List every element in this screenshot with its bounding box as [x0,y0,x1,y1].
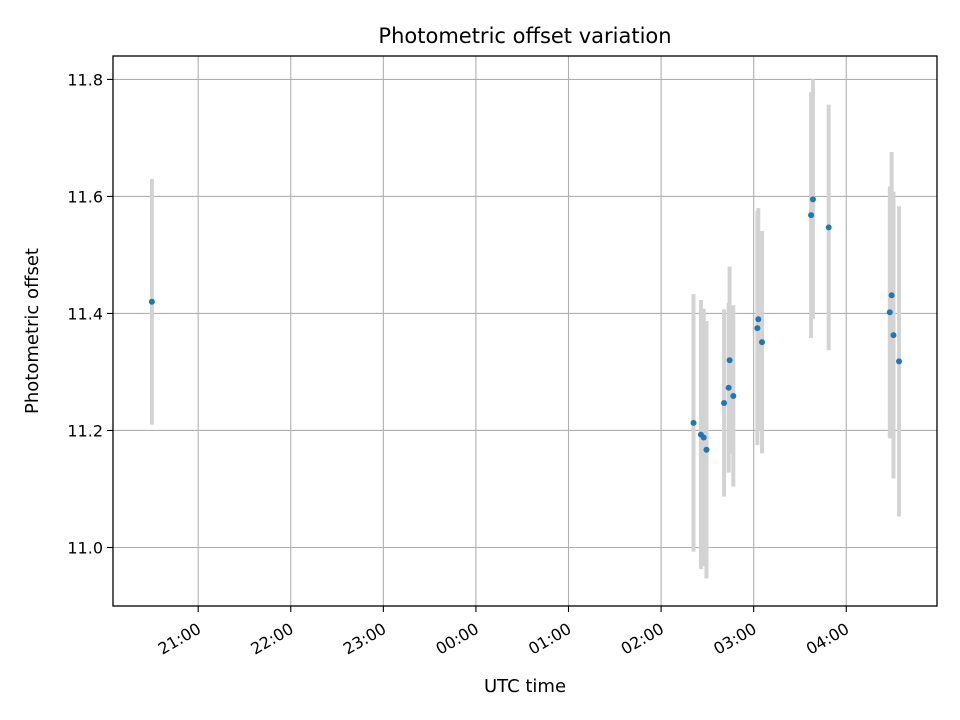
y-tick-label: 11.4 [67,304,103,323]
plot-area-frame [112,55,938,607]
data-point [825,224,832,231]
data-point [759,339,766,346]
data-point [721,399,728,406]
x-axis-label: UTC time [484,676,566,697]
data-point [888,292,895,299]
data-point [725,384,732,391]
data-point [886,309,893,316]
grid [113,56,937,606]
y-tick-label: 11.2 [67,421,103,440]
chart-title: Photometric offset variation [378,24,671,48]
data-point [703,446,710,453]
data-point [896,358,903,365]
data-point [809,196,816,203]
y-tick-label: 11.8 [67,70,103,89]
data-point [754,325,761,332]
data-point [890,332,897,339]
data-point [690,419,697,426]
data-point [148,298,155,305]
y-tick-label: 11.6 [67,187,103,206]
y-axis-label: Photometric offset [22,248,43,414]
data-points [148,196,903,453]
data-point [700,434,707,441]
data-point [755,316,762,323]
data-point [730,392,737,399]
y-axis-ticks: 11.0 11.2 11.4 11.6 11.8 [67,70,113,557]
data-point [726,357,733,364]
data-point [808,212,815,219]
y-tick-label: 11.0 [67,538,103,557]
